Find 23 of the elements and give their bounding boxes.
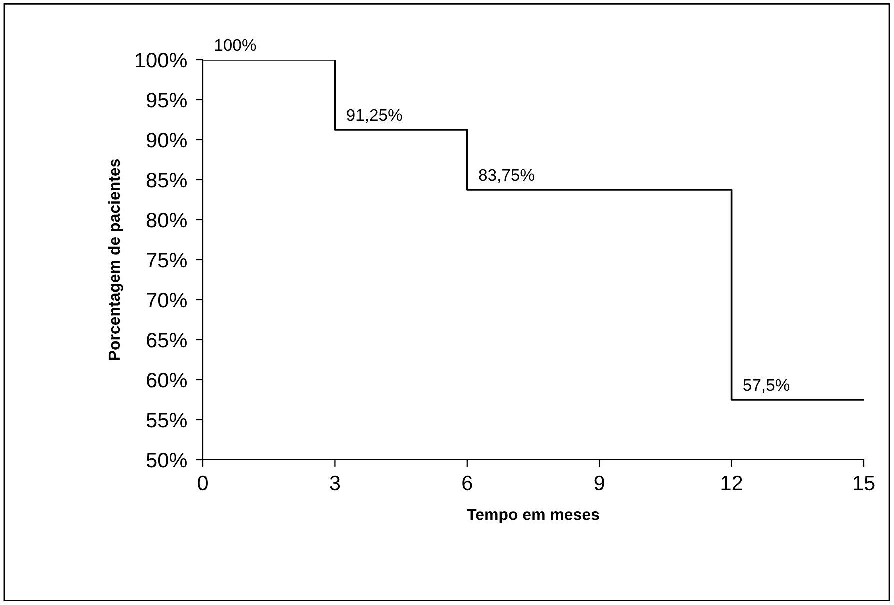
y-tick-label: 75% — [147, 253, 187, 268]
y-axis-title: Porcentagem de pacientes — [108, 159, 124, 360]
x-tick-label: 6 — [462, 476, 472, 491]
x-tick-label: 12 — [722, 476, 742, 490]
y-tick-label: 55% — [146, 413, 187, 428]
x-tick-label: 3 — [330, 476, 340, 491]
x-tick-label: 0 — [198, 476, 208, 491]
data-label: 57,5% — [744, 379, 790, 394]
y-tick-label: 50% — [146, 453, 187, 468]
y-tick-label: 100% — [136, 53, 187, 68]
y-tick-label: 80% — [146, 213, 187, 228]
y-tick-label: 90% — [147, 133, 187, 148]
data-label: 83,75% — [479, 169, 534, 184]
data-label: 91,25% — [347, 109, 402, 124]
y-tick-label: 85% — [146, 173, 187, 188]
y-tick-label: 70% — [147, 293, 187, 308]
x-tick-label: 15 — [854, 476, 875, 491]
data-label: 100% — [215, 39, 256, 52]
y-tick-label: 95% — [147, 93, 187, 108]
x-axis-title: Tempo em meses — [467, 509, 600, 524]
y-tick-label: 60% — [147, 373, 187, 388]
y-tick-label: 65% — [147, 333, 187, 348]
x-tick-label: 9 — [594, 476, 604, 491]
